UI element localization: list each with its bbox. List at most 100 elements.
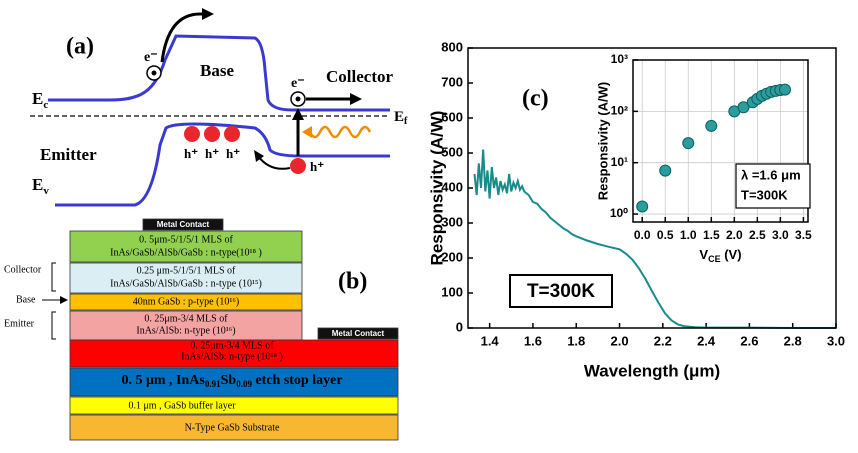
x-tick-label: 2.8 (784, 333, 802, 348)
x-axis-title: (V) (721, 247, 742, 262)
layer (69, 262, 303, 294)
y-tick-label: 600 (441, 109, 463, 124)
arrow (202, 8, 214, 20)
hole-label: h⁺ (310, 159, 324, 174)
x-tick-label: 3.5 (795, 228, 812, 242)
band-label: E (32, 89, 43, 108)
annotation: λ =1.6 μm (741, 167, 801, 182)
layer-label: 0. 5 μm , InAs0.91Sb0.09 etch stop layer (121, 373, 342, 389)
hole-label: h⁺ (226, 146, 240, 161)
y-tick-label: 10¹ (611, 155, 628, 169)
layer-label: 0. 25μm-3/4 MLS of (190, 340, 274, 351)
band-label: f (404, 116, 408, 127)
electron-label: e⁻ (144, 50, 158, 65)
x-tick-label: 1.5 (703, 228, 720, 242)
panel-label: (b) (338, 269, 367, 295)
layer-stack (69, 218, 399, 441)
layer (69, 230, 303, 263)
layer-label: 0. 5μm-5/1/5/1 MLS of (139, 234, 233, 245)
arrow (254, 150, 264, 162)
arrow (160, 12, 205, 63)
y-tick-label: 500 (441, 144, 463, 159)
data-point (636, 200, 649, 213)
annotation: T=300K (741, 187, 788, 202)
region-label: Emitter (40, 145, 97, 164)
side-label: Emitter (4, 318, 35, 329)
y-tick-label: 10³ (611, 52, 628, 66)
y-tick-label: 100 (441, 284, 463, 299)
hole (184, 126, 200, 142)
arrow (292, 108, 304, 120)
x-tick-label: 0.5 (657, 228, 674, 242)
x-tick-label: 2.6 (740, 333, 758, 348)
hole-label: h⁺ (184, 146, 198, 161)
x-axis-title: Wavelength (μm) (584, 361, 720, 380)
layer (69, 339, 399, 368)
band-label: E (32, 175, 43, 194)
arrow (350, 93, 362, 105)
layer-label: 0.91 (205, 379, 221, 389)
band-label: c (43, 99, 48, 111)
layer-label: Sb (221, 373, 237, 388)
x-axis-title: V (699, 247, 708, 262)
electron (151, 70, 157, 76)
layer-label: 0.09 (236, 379, 252, 389)
data-point (737, 101, 750, 114)
x-tick-label: 1.8 (567, 333, 585, 348)
layer (69, 310, 303, 341)
data-point (659, 164, 672, 177)
side-label: Base (16, 294, 36, 305)
data-point (778, 83, 791, 96)
layer-label: InAs/AlSb: n-type (10¹⁶) (136, 325, 235, 336)
layer-label: InAs/AlSb: n-type (10¹⁸ ) (181, 351, 283, 362)
y-axis-title: Responsivity (A/W) (595, 82, 610, 200)
electron (295, 96, 301, 102)
photon (308, 125, 372, 139)
annotation-box (735, 163, 811, 209)
electron-label: e⁻ (291, 76, 305, 91)
x-axis-title: CE (708, 254, 721, 264)
band-label: Ef (394, 109, 408, 127)
x-tick-label: 2.4 (697, 333, 716, 348)
arrow (257, 155, 291, 170)
layer-label: 0. 5 μm , InAs (121, 373, 205, 388)
side-label: Collector (4, 264, 42, 275)
conduction-band (48, 34, 390, 112)
axes-frame (632, 59, 809, 223)
layer-label: InAs/GaSb/AlSb/GaSb : n-type (10¹⁵) (110, 278, 262, 289)
layer (69, 414, 399, 441)
layer (69, 396, 399, 415)
photon (302, 126, 312, 138)
inset-chart: 0.0 0.5 1.0 1.5 2.0 2.5 3.0 3.5 10⁰ 10¹ 10² 10³ VCE … (595, 52, 812, 264)
x-tick-label: 2.2 (654, 333, 672, 348)
layer-label: N-Type GaSb Substrate (185, 422, 280, 433)
x-tick-label: 1.0 (680, 228, 697, 242)
x-tick-label: 2.5 (749, 228, 766, 242)
metal-contact (142, 218, 224, 231)
layer-label: 40nm GaSb : p-type (10¹⁶) (133, 296, 239, 307)
y-axis-title: Responsivity (A/W) (427, 111, 446, 266)
layer (69, 367, 399, 397)
metal-contact (317, 327, 399, 340)
x-axis-title: VCE (V) (699, 247, 741, 264)
layer-label: etch stop layer (252, 373, 343, 388)
x-tick-label: 0.0 (634, 228, 651, 242)
layer-label: 0.25 μm-5/1/5/1 MLS of (137, 265, 236, 276)
layer-label: 0. 25μm-3/4 MLS of (144, 313, 228, 324)
layer (69, 293, 303, 311)
data-point (705, 119, 718, 132)
layer-label: InAs/GaSb/AlSb/GaSb : n-type(10¹⁸ ) (110, 247, 262, 258)
panel-label: (a) (66, 34, 94, 60)
y-tick-label: 10⁰ (610, 206, 628, 220)
hole (224, 126, 240, 142)
layer-label: 0.1 μm , GaSb buffer layer (128, 400, 236, 411)
contact-label: Metal Contact (157, 220, 210, 229)
contact-label: Metal Contact (332, 329, 385, 338)
x-tick-label: 2.0 (726, 228, 743, 242)
annotation-box (509, 274, 613, 308)
y-tick-label: 200 (441, 249, 463, 264)
y-tick-label: 300 (441, 214, 463, 229)
band-label: v (43, 185, 49, 197)
x-tick-label: 2.0 (610, 333, 628, 348)
x-tick-label: 3.0 (827, 333, 845, 348)
